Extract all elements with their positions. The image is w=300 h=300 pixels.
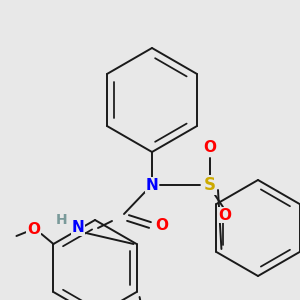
Text: N: N — [72, 220, 84, 236]
Text: H: H — [56, 213, 68, 227]
Text: O: O — [155, 218, 169, 232]
Text: O: O — [203, 140, 217, 155]
Text: O: O — [27, 221, 40, 236]
Text: O: O — [218, 208, 232, 223]
Text: S: S — [204, 176, 216, 194]
Text: N: N — [146, 178, 158, 193]
